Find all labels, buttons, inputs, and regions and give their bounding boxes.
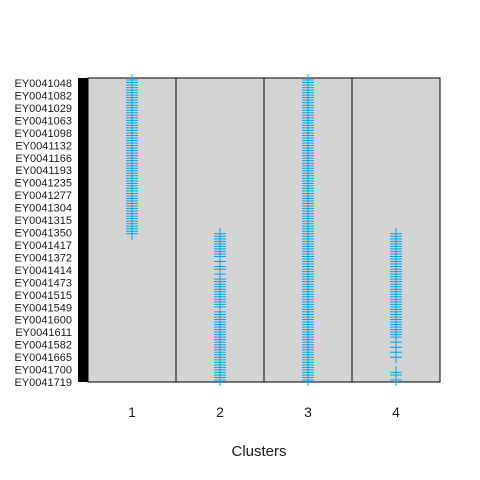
x-tick-label-1: 1 xyxy=(128,404,136,420)
y-tick-label: EY0041048 xyxy=(15,78,73,90)
y-tick-label: EY0041719 xyxy=(15,377,73,389)
data-point xyxy=(214,374,226,386)
y-tick-label: EY0041417 xyxy=(15,240,73,252)
y-tick-label: EY0041166 xyxy=(15,153,72,165)
x-tick-label-2: 2 xyxy=(216,404,224,420)
y-tick-label: EY0041193 xyxy=(15,165,72,177)
cluster-4-points xyxy=(390,227,402,386)
x-tick-label-4: 4 xyxy=(392,404,400,420)
y-tick-label: EY0041304 xyxy=(15,203,73,215)
x-tick-label-3: 3 xyxy=(304,404,312,420)
x-axis-title: Clusters xyxy=(231,443,286,460)
cluster-2-points xyxy=(214,227,226,386)
y-tick-label: EY0041063 xyxy=(15,115,73,127)
y-tick-label: EY0041315 xyxy=(15,215,73,227)
data-point xyxy=(126,227,138,240)
y-tick-label: EY0041665 xyxy=(15,352,73,364)
y-tick-label: EY0041414 xyxy=(15,265,73,277)
y-axis-tick-labels: EY0041048EY0041082EY0041029EY0041063EY00… xyxy=(15,78,73,389)
y-tick-label: EY0041235 xyxy=(15,178,73,190)
y-tick-label: EY0041029 xyxy=(15,103,73,115)
left-dark-bar xyxy=(78,78,88,382)
y-tick-label: EY0041277 xyxy=(15,190,73,202)
y-tick-label: EY0041611 xyxy=(15,327,72,339)
data-point xyxy=(390,351,402,364)
cluster-3-points xyxy=(302,74,314,386)
y-tick-label: EY0041132 xyxy=(15,140,72,152)
data-point xyxy=(302,374,314,386)
y-tick-label: EY0041700 xyxy=(15,365,73,377)
y-tick-label: EY0041600 xyxy=(15,315,73,327)
data-points xyxy=(126,74,402,386)
y-tick-label: EY0041372 xyxy=(15,252,73,264)
y-tick-label: EY0041515 xyxy=(15,290,73,302)
y-tick-label: EY0041473 xyxy=(15,277,73,289)
x-axis-tick-labels: 1 2 3 4 xyxy=(128,404,400,420)
y-tick-label: EY0041549 xyxy=(15,302,73,314)
cluster-1-points xyxy=(126,74,138,240)
y-tick-label: EY0041098 xyxy=(15,128,73,140)
y-tick-label: EY0041582 xyxy=(15,340,73,352)
y-tick-label: EY0041350 xyxy=(15,228,73,240)
data-point xyxy=(390,374,402,386)
y-tick-label: EY0041082 xyxy=(15,90,73,102)
